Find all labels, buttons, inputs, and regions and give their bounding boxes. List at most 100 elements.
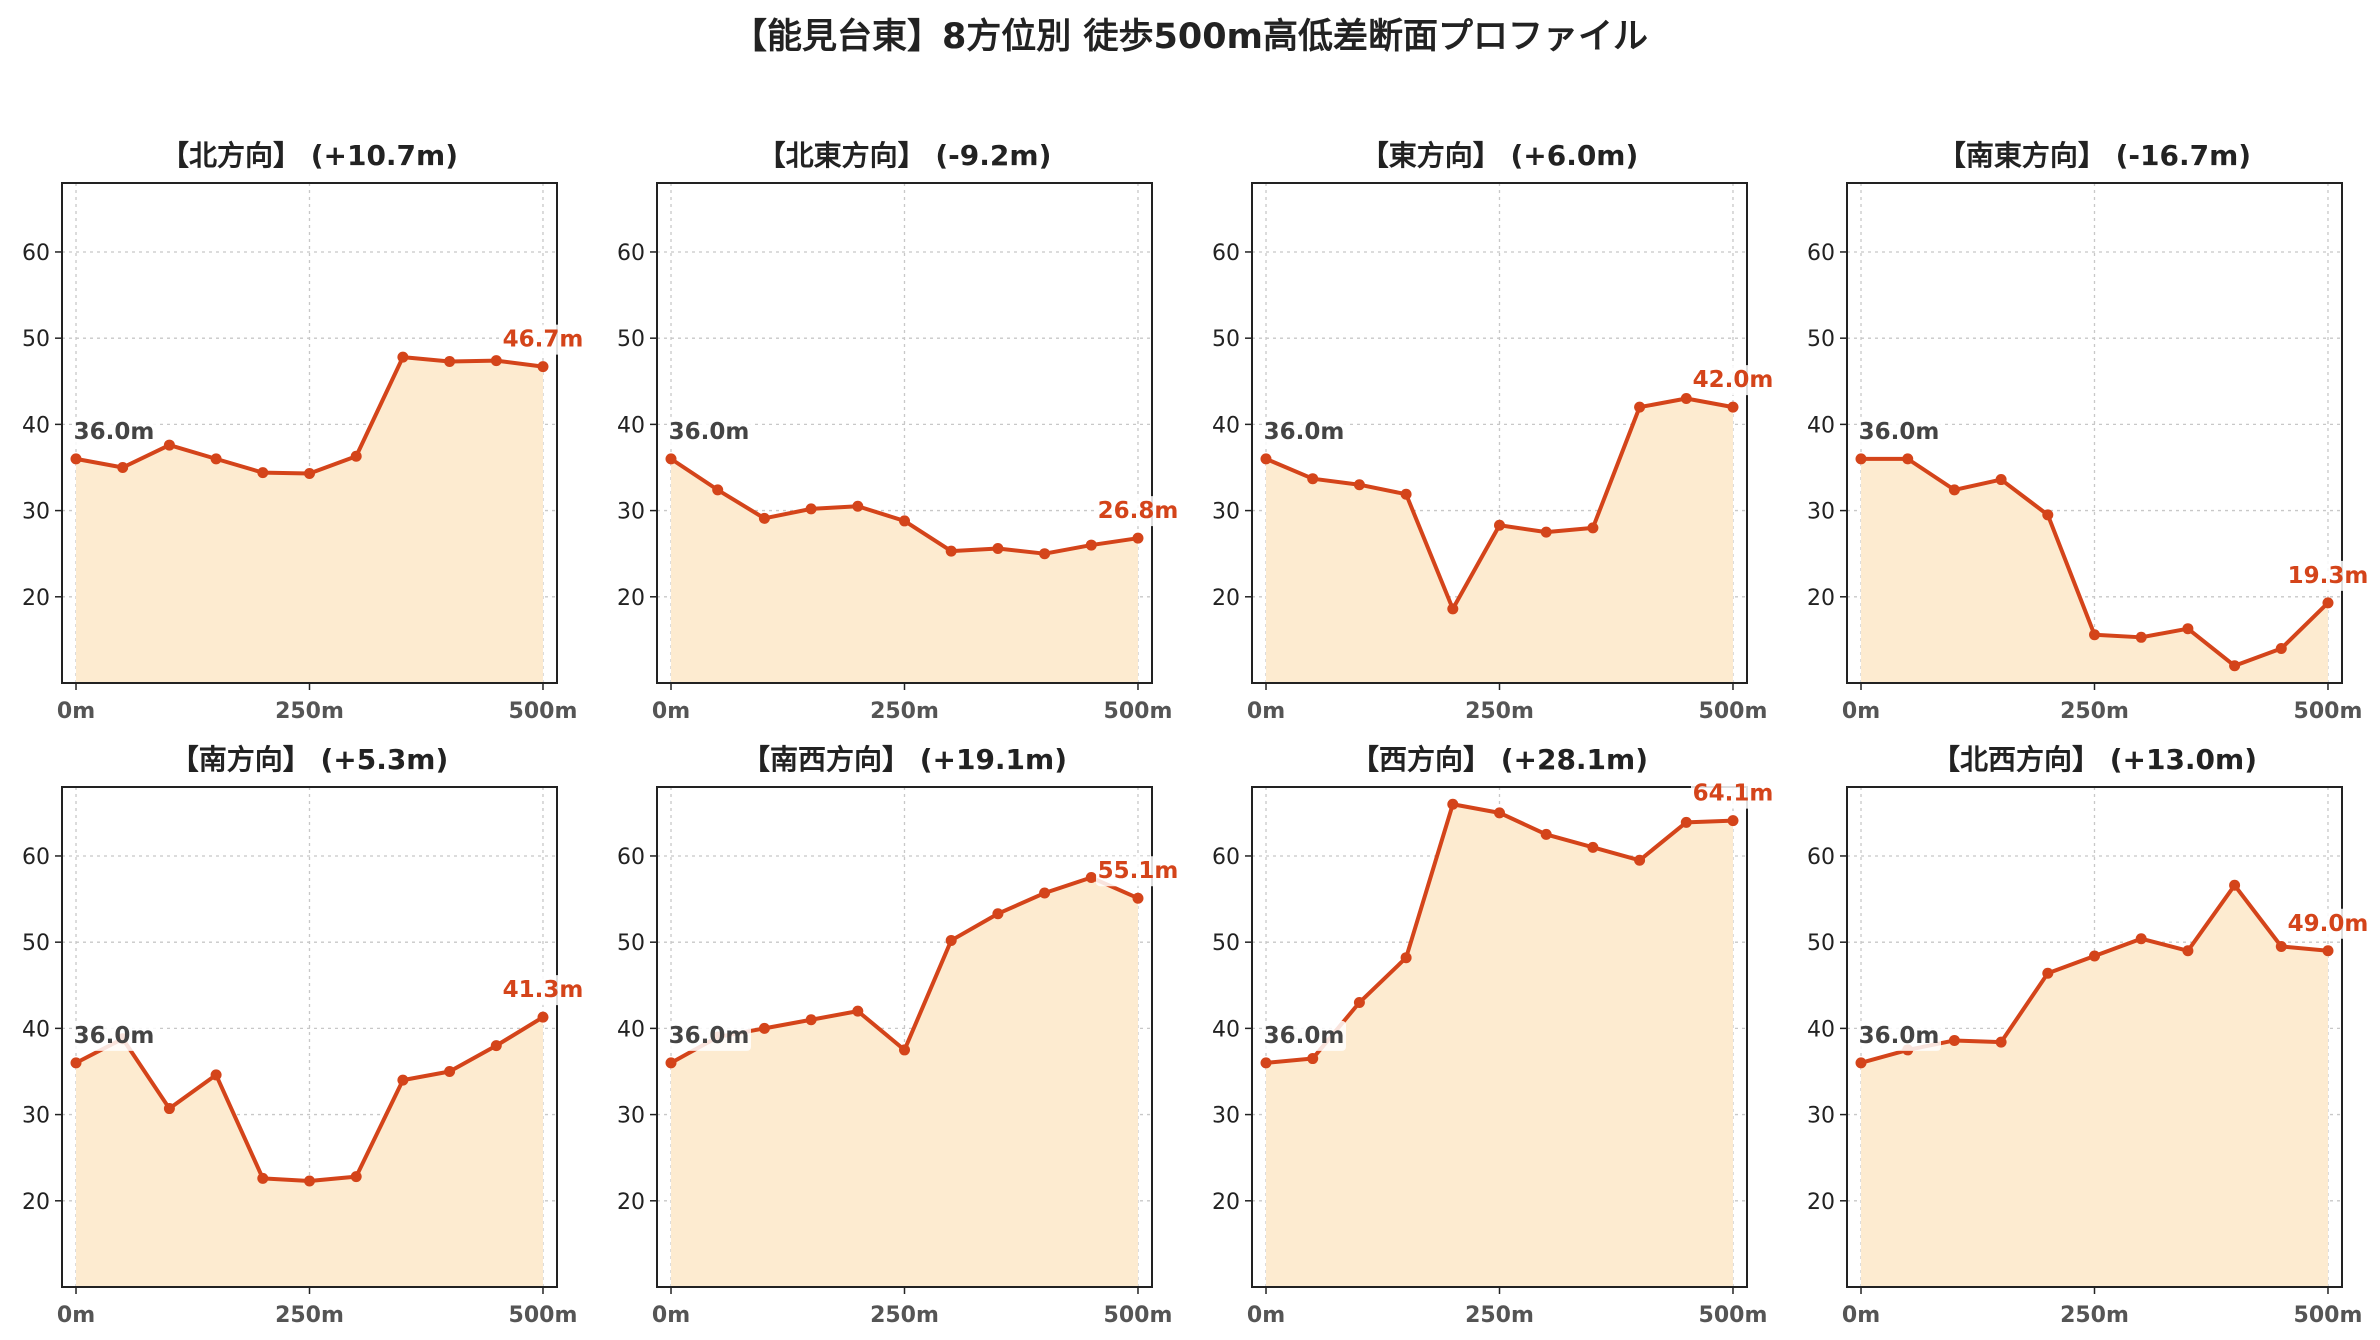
end-elevation-label: 19.3m [2288,563,2369,589]
elevation-area [1861,885,2328,1287]
elevation-chart-6: 【南西方向】 (+19.1m) 20 30 40 50 60 0m 250m 500m 36.0m… [617,743,1180,1328]
data-point [350,1171,362,1183]
y-tick-label: 60 [617,241,645,266]
end-elevation-label: 42.0m [1693,367,1774,393]
data-point [1855,453,1867,465]
data-point [1132,892,1144,904]
figure-title: 【能見台東】8方位別 徒歩500m高低差断面プロファイル [731,17,1649,57]
start-elevation-label: 36.0m [669,419,750,445]
data-point [1260,453,1272,465]
data-point [1634,854,1646,866]
start-elevation-label: 36.0m [669,1023,750,1049]
start-elevation-label: 36.0m [1859,419,1940,445]
y-tick-label: 40 [22,413,50,438]
data-point [163,439,175,451]
end-label-backdrop [2285,908,2370,939]
data-point [665,453,677,465]
x-tick-label: 500m [509,699,578,724]
data-point [1494,807,1505,819]
data-point [665,1057,677,1069]
chart-title: 【南西方向】 (+19.1m) [742,743,1067,776]
elevation-chart-4: 【南東方向】 (-16.7m) 20 30 40 50 60 0m 250m 500m 36.0m… [1807,139,2370,724]
data-point [1447,603,1459,615]
end-elevation-label: 41.3m [503,977,584,1003]
data-point [490,1040,502,1052]
start-elevation-label: 36.0m [74,419,155,445]
data-point [304,468,315,480]
data-point [992,543,1004,555]
x-tick-label: 500m [1699,699,1768,724]
data-point [1948,484,1960,496]
data-point [852,500,864,512]
start-label-backdrop [1857,416,1942,447]
x-tick-label: 500m [1104,699,1173,724]
data-point [2229,660,2241,672]
data-point [1948,1034,1960,1046]
data-point [758,512,770,524]
elevation-chart-7: 【西方向】 (+28.1m) 20 30 40 50 60 0m 250m 500m 36.0m 6… [1212,743,1775,1328]
y-tick-label: 60 [22,241,50,266]
end-elevation-label: 64.1m [1693,781,1774,807]
x-tick-label: 0m [1842,1303,1880,1328]
data-point [1995,1036,2007,1048]
data-point [70,1057,82,1069]
data-point [397,351,409,363]
data-point [444,1065,456,1077]
data-point [2322,945,2334,957]
y-tick-label: 50 [1807,931,1835,956]
y-tick-label: 40 [617,413,645,438]
y-tick-label: 30 [617,1104,645,1129]
x-tick-label: 0m [1247,699,1285,724]
y-tick-label: 40 [1212,413,1240,438]
data-point [1400,952,1412,964]
data-point [1085,539,1097,551]
data-point [1540,828,1552,840]
data-point [490,355,502,367]
chart-title: 【南東方向】 (-16.7m) [1938,139,2251,172]
y-tick-label: 40 [617,1017,645,1042]
data-point [163,1103,175,1115]
y-tick-label: 20 [22,1190,50,1215]
elevation-area [76,1017,543,1287]
start-label-backdrop [667,416,752,447]
x-tick-label: 250m [1465,699,1534,724]
elevation-area [76,357,543,683]
y-tick-label: 50 [617,931,645,956]
data-point [2089,629,2100,641]
y-tick-label: 60 [22,845,50,870]
chart-title: 【西方向】 (+28.1m) [1351,743,1648,776]
data-point [537,361,549,373]
start-elevation-label: 36.0m [1264,1023,1345,1049]
data-point [257,467,269,479]
x-tick-label: 250m [2060,1303,2129,1328]
y-tick-label: 40 [1807,413,1835,438]
elevation-area [1861,458,2328,683]
x-tick-label: 250m [1465,1303,1534,1328]
y-tick-label: 60 [1212,845,1240,870]
end-label-backdrop [500,975,585,1006]
data-point [1353,479,1365,491]
data-point [1494,519,1505,531]
data-point [2182,945,2194,957]
data-point [2135,631,2147,643]
data-point [1307,473,1319,485]
data-point [1132,532,1144,544]
data-point [2089,950,2100,962]
data-point [805,1014,817,1026]
y-tick-label: 20 [1212,1190,1240,1215]
data-point [899,515,910,527]
end-label-backdrop [1095,496,1180,527]
end-elevation-label: 46.7m [503,327,584,353]
y-tick-label: 20 [1807,1190,1835,1215]
x-tick-label: 0m [57,699,95,724]
end-label-backdrop [500,324,585,355]
elevation-chart-5: 【南方向】 (+5.3m) 20 30 40 50 60 0m 250m 500m 36.0m 41… [22,743,585,1328]
data-point [1260,1057,1272,1069]
x-tick-label: 250m [2060,699,2129,724]
elevation-area [671,877,1138,1287]
data-point [1587,841,1599,853]
y-tick-label: 50 [22,327,50,352]
y-tick-label: 50 [1212,931,1240,956]
data-point [1727,401,1739,413]
data-point [945,934,957,946]
